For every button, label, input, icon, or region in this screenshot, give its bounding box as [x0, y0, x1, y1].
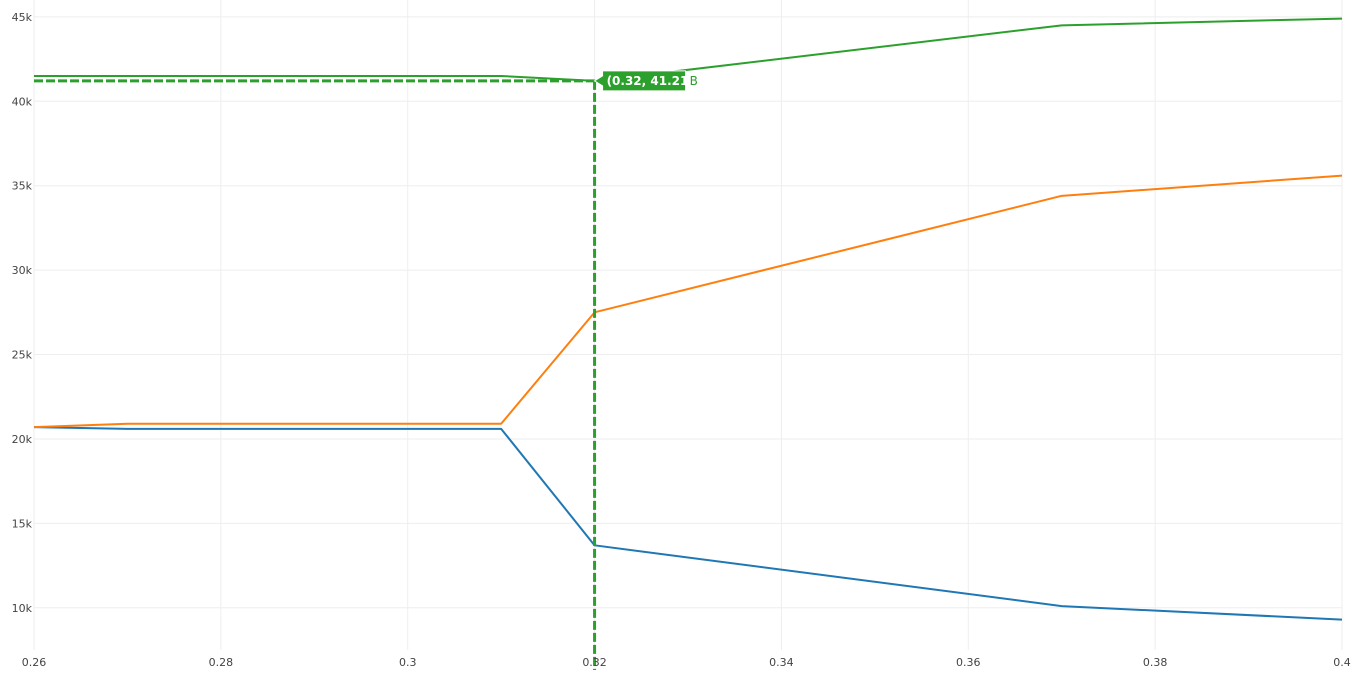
hover-layer: (0.32, 41.21k)B — [593, 70, 702, 92]
x-tick-label: 0.26 — [22, 656, 47, 669]
y-tick-label: 25k — [12, 349, 33, 362]
grid-layer — [33, 0, 1343, 650]
y-tick-label: 20k — [12, 433, 33, 446]
hover-label-box — [593, 70, 687, 92]
y-tick-label: 45k — [12, 11, 33, 24]
y-tick-label: 15k — [12, 517, 33, 530]
y-tick-label: 40k — [12, 95, 33, 108]
hover-label-text: (0.32, 41.21k) — [607, 74, 702, 88]
x-tick-label: 0.4 — [1333, 656, 1351, 669]
tick-layer: 0.26 0.28 0.3 0.32 0.34 0.36 0.38 0.4 10k 15k 20k 2… — [12, 11, 1351, 669]
series-line-2[interactable] — [34, 17, 1343, 82]
x-tick-label: 0.3 — [399, 656, 417, 669]
series-line-1[interactable] — [33, 174, 1343, 429]
y-tick-label: 30k — [12, 264, 33, 277]
spike-layer — [34, 79, 597, 670]
y-tick-label: 10k — [12, 602, 33, 615]
hover-series-name: B — [690, 74, 698, 88]
series-line-0[interactable] — [33, 426, 1343, 621]
x-tick-label: 0.32 — [582, 656, 607, 669]
y-tick-label: 35k — [12, 180, 33, 193]
x-tick-label: 0.38 — [1143, 656, 1168, 669]
x-tick-label: 0.36 — [956, 656, 981, 669]
x-tick-label: 0.28 — [209, 656, 234, 669]
x-tick-label: 0.34 — [769, 656, 794, 669]
series-layer — [33, 17, 1343, 621]
